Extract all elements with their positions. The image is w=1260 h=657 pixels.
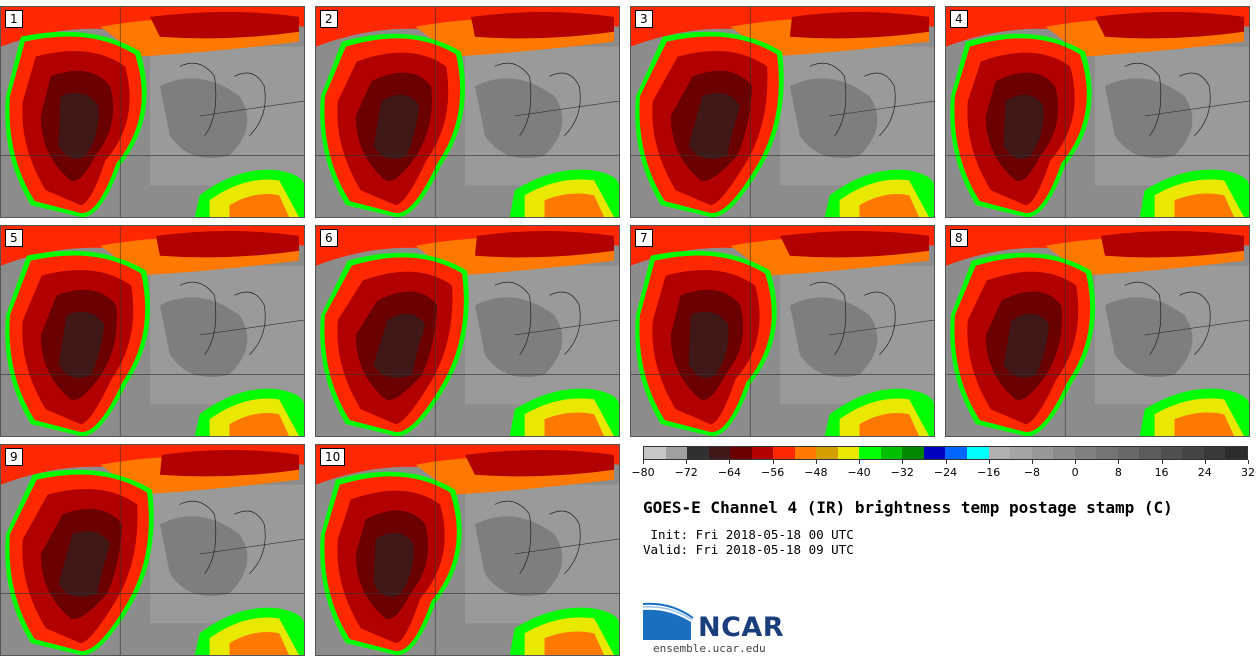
colorbar-tick-label: −40: [847, 466, 871, 479]
colorbar-tick-mark: [945, 460, 947, 464]
colorbar-swatch: [773, 447, 795, 459]
colorbar-tick-mark: [815, 460, 817, 464]
colorbar-tick-mark: [686, 460, 688, 464]
colorbar-tick-label: −80: [631, 466, 655, 479]
colorbar-tick-label: 32: [1241, 466, 1255, 479]
colorbar-tick-mark: [1075, 460, 1077, 464]
colorbar-swatch: [644, 447, 666, 459]
map-panel: 5: [0, 225, 305, 437]
brightness-temp-map: [1, 7, 304, 217]
colorbar-tick-label: −72: [674, 466, 698, 479]
panel-label: 9: [5, 448, 23, 466]
brightness-temp-map: [1, 226, 304, 436]
colorbar-tick-mark: [772, 460, 774, 464]
colorbar-tick-mark: [1118, 460, 1120, 464]
panel-label: 8: [950, 229, 968, 247]
panel-label: 5: [5, 229, 23, 247]
map-panel: 4: [945, 6, 1250, 218]
figure-title: GOES-E Channel 4 (IR) brightness temp po…: [643, 498, 1173, 517]
brightness-temp-map: [1, 445, 304, 655]
colorbar-tick-label: −56: [761, 466, 785, 479]
colorbar-tick-mark: [859, 460, 861, 464]
brightness-temp-map: [316, 445, 619, 655]
brightness-temp-map: [631, 226, 934, 436]
map-panel: 1: [0, 6, 305, 218]
colorbar-swatch: [837, 447, 860, 459]
colorbar: [643, 446, 1248, 460]
colorbar-tick-label: −32: [890, 466, 914, 479]
colorbar-tick-label: 16: [1154, 466, 1169, 479]
panel-label: 10: [320, 448, 346, 466]
ncar-logo: [643, 602, 694, 640]
colorbar-swatch: [1074, 447, 1097, 459]
colorbar-tick-mark: [729, 460, 731, 464]
colorbar-swatch: [751, 447, 774, 459]
panel-label: 4: [950, 10, 968, 28]
colorbar-tick-mark: [988, 460, 990, 464]
map-panel: 8: [945, 225, 1250, 437]
colorbar-swatch: [794, 447, 817, 459]
colorbar-tick-mark: [1161, 460, 1163, 464]
map-panel: 10: [315, 444, 620, 656]
colorbar-swatch: [966, 447, 989, 459]
colorbar-swatch: [902, 447, 924, 459]
colorbar-tick-label: −16: [977, 466, 1001, 479]
brightness-temp-map: [316, 7, 619, 217]
panel-label: 7: [635, 229, 653, 247]
colorbar-swatch: [1225, 447, 1247, 459]
colorbar-swatch: [859, 447, 881, 459]
colorbar-swatch: [1203, 447, 1226, 459]
colorbar-tick-label: −64: [717, 466, 742, 479]
colorbar-tick-label: −8: [1023, 466, 1041, 479]
panel-label: 6: [320, 229, 338, 247]
colorbar-tick-label: 24: [1197, 466, 1212, 479]
colorbar-swatch: [708, 447, 731, 459]
colorbar-swatch: [945, 447, 967, 459]
colorbar-swatch: [988, 447, 1011, 459]
brightness-temp-map: [946, 226, 1249, 436]
colorbar-tick-mark: [643, 460, 644, 464]
map-panel: 9: [0, 444, 305, 656]
valid-time: Valid: Fri 2018-05-18 09 UTC: [643, 542, 854, 557]
colorbar-swatch: [687, 447, 709, 459]
colorbar-tick-label: 8: [1114, 466, 1122, 479]
colorbar-tick-label: 0: [1071, 466, 1079, 479]
init-time: Init: Fri 2018-05-18 00 UTC: [643, 527, 854, 542]
colorbar-swatch: [1182, 447, 1204, 459]
colorbar-swatch: [923, 447, 946, 459]
colorbar-swatch: [1160, 447, 1183, 459]
ncar-logo-text: NCAR: [698, 612, 785, 643]
colorbar-swatch: [816, 447, 838, 459]
map-panel: 2: [315, 6, 620, 218]
colorbar-swatch: [1053, 447, 1075, 459]
colorbar-swatch: [730, 447, 752, 459]
colorbar-tick-mark: [1031, 460, 1033, 464]
colorbar-swatch: [1010, 447, 1032, 459]
colorbar-swatch: [1117, 447, 1140, 459]
colorbar-swatch: [1096, 447, 1118, 459]
brightness-temp-map: [946, 7, 1249, 217]
colorbar-tick-mark: [1204, 460, 1206, 464]
panel-label: 1: [5, 10, 23, 28]
map-panel: 3: [630, 6, 935, 218]
colorbar-swatch: [1031, 447, 1054, 459]
brightness-temp-map: [631, 7, 934, 217]
panel-label: 2: [320, 10, 338, 28]
colorbar-tick-mark: [1248, 460, 1249, 464]
map-panel: 6: [315, 225, 620, 437]
map-panel: 7: [630, 225, 935, 437]
colorbar-tick-label: −48: [804, 466, 828, 479]
colorbar-tick-label: −24: [933, 466, 958, 479]
colorbar-swatch: [1139, 447, 1161, 459]
colorbar-tick-mark: [902, 460, 904, 464]
colorbar-swatch: [665, 447, 688, 459]
brightness-temp-map: [316, 226, 619, 436]
panel-label: 3: [635, 10, 653, 28]
colorbar-swatch: [880, 447, 903, 459]
source-url: ensemble.ucar.edu: [653, 642, 766, 655]
